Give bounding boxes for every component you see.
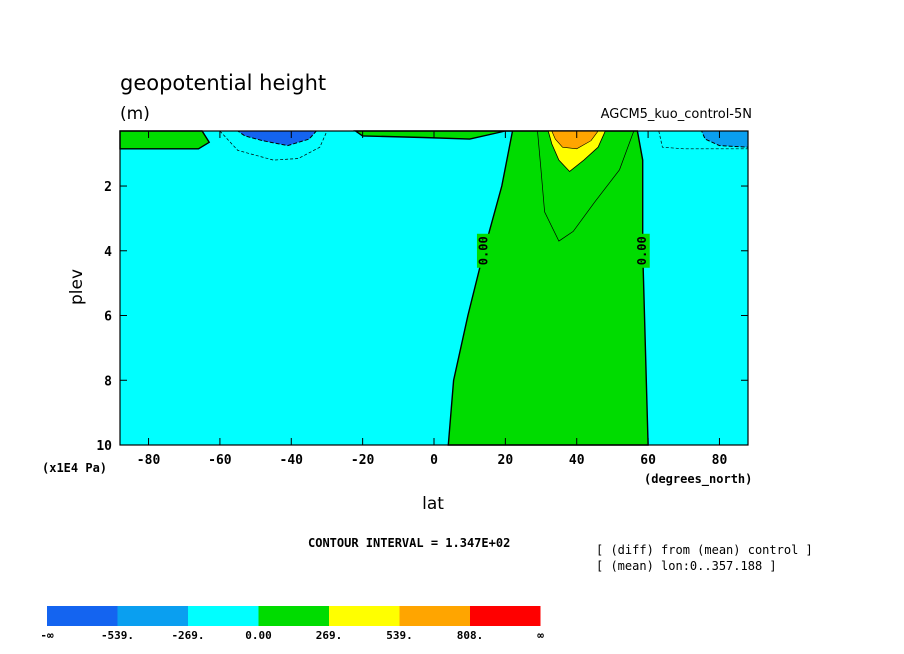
- y-tick-label: 10: [96, 439, 112, 454]
- colorbar-swatch: [399, 606, 470, 626]
- x-tick-label: 60: [640, 453, 656, 468]
- x-tick-label: 0: [430, 453, 438, 468]
- colorbar-label: -539.: [101, 629, 134, 642]
- contour-label-0: 0.00: [476, 236, 490, 265]
- y-tick-label: 6: [104, 310, 112, 325]
- contour-neg-south-outer: [219, 130, 328, 161]
- x-axis-label: lat: [422, 494, 444, 514]
- contour-inner: [537, 130, 635, 242]
- colorbar-label: -269.: [171, 629, 204, 642]
- colorbar-label: -∞: [40, 629, 54, 642]
- x-ticks: -80 -60 -40 -20 0 20 40 60 80: [137, 131, 728, 468]
- colorbar-swatch: [258, 606, 329, 626]
- colorbar-label: 539.: [386, 629, 413, 642]
- contour-label-bg-1: [635, 233, 650, 268]
- y-ticks: 2 4 6 8 10: [96, 180, 748, 454]
- colorbar-label: 0.00: [245, 629, 272, 642]
- x-tick-label: -60: [208, 453, 232, 468]
- y-tick-label: 2: [104, 180, 112, 195]
- colorbar: -∞ -539. -269. 0.00 269. 539. 808. ∞: [40, 606, 544, 642]
- colorbar-swatch: [329, 606, 400, 626]
- contour-interval: CONTOUR INTERVAL = 1.347E+02: [308, 536, 510, 550]
- dataset-label: AGCM5_kuo_control-5N: [601, 107, 752, 122]
- y-axis-label: plev: [67, 269, 87, 305]
- colorbar-swatch: [188, 606, 259, 626]
- y-units-label: (x1E4 Pa): [42, 461, 107, 475]
- contour-label-1: 0.00: [635, 236, 649, 265]
- x-tick-label: 40: [569, 453, 585, 468]
- colorbar-swatch: [117, 606, 188, 626]
- diff-note: [ (diff) from (mean) control ]: [596, 543, 813, 557]
- colorbar-label: 808.: [457, 629, 484, 642]
- chart-title: geopotential height: [120, 71, 326, 95]
- x-units-label: (degrees_north): [644, 472, 752, 487]
- region-neg-small: [120, 131, 748, 445]
- x-tick-label: 20: [498, 453, 514, 468]
- colorbar-label: 269.: [316, 629, 343, 642]
- colorbar-label: ∞: [537, 629, 544, 642]
- contour-neg-north-outer: [658, 130, 748, 150]
- region-pos-south: [119, 130, 211, 150]
- contour-label-bg-0: [476, 233, 491, 268]
- y-tick-label: 8: [104, 374, 112, 389]
- colorbar-swatch: [47, 606, 118, 626]
- x-tick-label: -20: [351, 453, 375, 468]
- y-tick-label: 4: [104, 245, 112, 260]
- x-tick-label: -40: [280, 453, 304, 468]
- plot-area: 0.00 0.00: [119, 130, 749, 446]
- mean-note: [ (mean) lon:0..357.188 ]: [596, 559, 777, 573]
- x-tick-label: -80: [137, 453, 161, 468]
- colorbar-swatch: [470, 606, 541, 626]
- units-label: (m): [120, 104, 150, 124]
- x-tick-label: 80: [712, 453, 728, 468]
